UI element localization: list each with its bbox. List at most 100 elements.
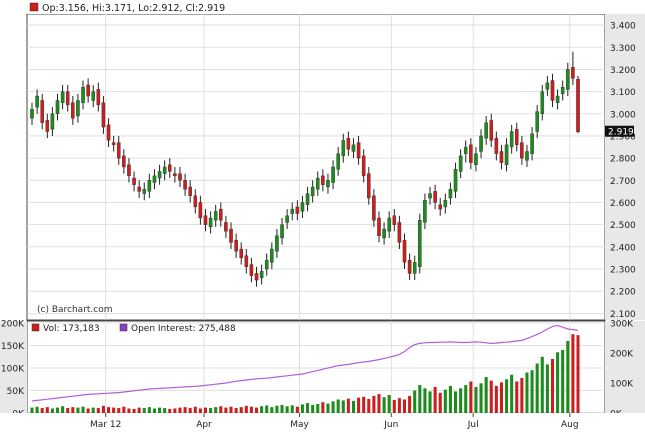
volume-bar [219,406,223,413]
candle-up [280,224,284,239]
volume-bar [372,395,376,413]
volume-bar [408,395,412,413]
price-tick-label: 3.200 [610,66,636,76]
candle-down [469,144,473,163]
candle-up [162,166,167,174]
volume-bar [474,386,478,413]
volume-bar [91,407,95,413]
candle-up [157,171,162,179]
candle-down [198,202,203,219]
volume-bar [362,396,366,413]
x-tick-label: Apr [196,420,212,430]
volume-bar [193,406,197,413]
candle-down [116,142,121,159]
volume-left-axis-bg [0,321,27,413]
candle-down [40,100,44,123]
candle-up [270,248,274,263]
volume-bar [66,408,70,413]
volume-bar [306,403,310,413]
volume-panel-bg [26,320,606,414]
volume-bar [494,386,498,413]
volume-bar [561,350,565,413]
candle-up [55,100,60,114]
volume-bar [142,408,146,413]
volume-bar [178,407,182,413]
volume-bar [464,385,468,413]
price-tick-label: 3.300 [610,44,636,54]
volume-bar [346,398,350,413]
candle-up [305,193,310,205]
volume-bar [198,408,202,413]
candle-down [111,142,116,146]
candle-up [285,215,289,223]
volume-bar [234,408,238,413]
volume-bar [336,399,340,413]
volume-bar [203,407,208,413]
candle-up [448,188,453,199]
volume-bar [280,404,284,413]
volume-bar [285,406,289,413]
volume-right-tick-label: 100K [610,380,634,390]
volume-bar [265,405,269,413]
volume-bar [520,377,524,413]
candle-down [106,124,111,141]
x-tick-label: Mar 12 [90,420,121,430]
volume-bar [107,407,111,413]
volume-bar [45,407,49,413]
volume-bar [326,403,330,413]
volume-bar [331,401,335,413]
volume-bar [367,399,371,413]
volume-bar [214,407,218,413]
price-tick-label: 2.900 [610,132,636,142]
price-tick-label: 2.700 [610,177,636,187]
candle-down [499,151,504,163]
volume-bar [397,398,401,413]
volume-left-tick-label: 200K [1,320,25,330]
open-interest-line [31,324,579,402]
volume-bar [448,386,452,413]
volume-bar [377,394,381,413]
candle-down [167,164,172,172]
volume-legend-label: Vol: 173,183 [43,324,100,334]
candle-up [208,217,213,228]
volume-bar [438,392,442,413]
open-interest-legend-label: Open Interest: 275,488 [131,324,236,334]
candle-down [392,215,397,225]
candle-down [45,120,50,132]
volume-right-axis-bg [605,321,645,413]
watermark: (c) Barchart.com [37,305,113,315]
candle-down [101,102,106,128]
candle-up [423,200,427,223]
price-y-axis: 2.100 2.200 2.300 2.400 2.500 2.600 2.700 2.800… [610,22,636,320]
volume-bar [30,407,34,413]
candle-up [264,259,269,270]
candle-up [310,186,315,197]
price-tick-label: 2.400 [610,243,636,253]
x-tick-label: May [290,420,309,430]
price-panel-bg [26,13,606,321]
volume-bar [147,407,151,413]
volume-bar [479,383,483,413]
volume-bar [295,406,299,413]
volume-bar [188,408,192,413]
volume-bar [76,407,80,413]
candle-up [275,235,279,252]
volume-bar [81,406,85,413]
candle-up [76,100,80,117]
candle-up [545,82,550,90]
x-tick-label: Aug [561,420,579,430]
candle-up [463,146,468,154]
volume-left-tick-label: 100K [1,365,25,375]
candle-down [254,273,259,281]
candle-down [224,222,228,232]
last-price-tag: 2.919 [605,125,634,138]
candle-up [326,180,330,188]
volume-bar [275,405,279,413]
candle-down [122,155,126,168]
candle-down [132,177,136,185]
candle-up [453,169,458,192]
volume-right-tick-label: 200K [610,350,634,360]
candle-up [535,111,539,132]
candle-down [71,102,75,119]
candle-up [341,140,346,157]
